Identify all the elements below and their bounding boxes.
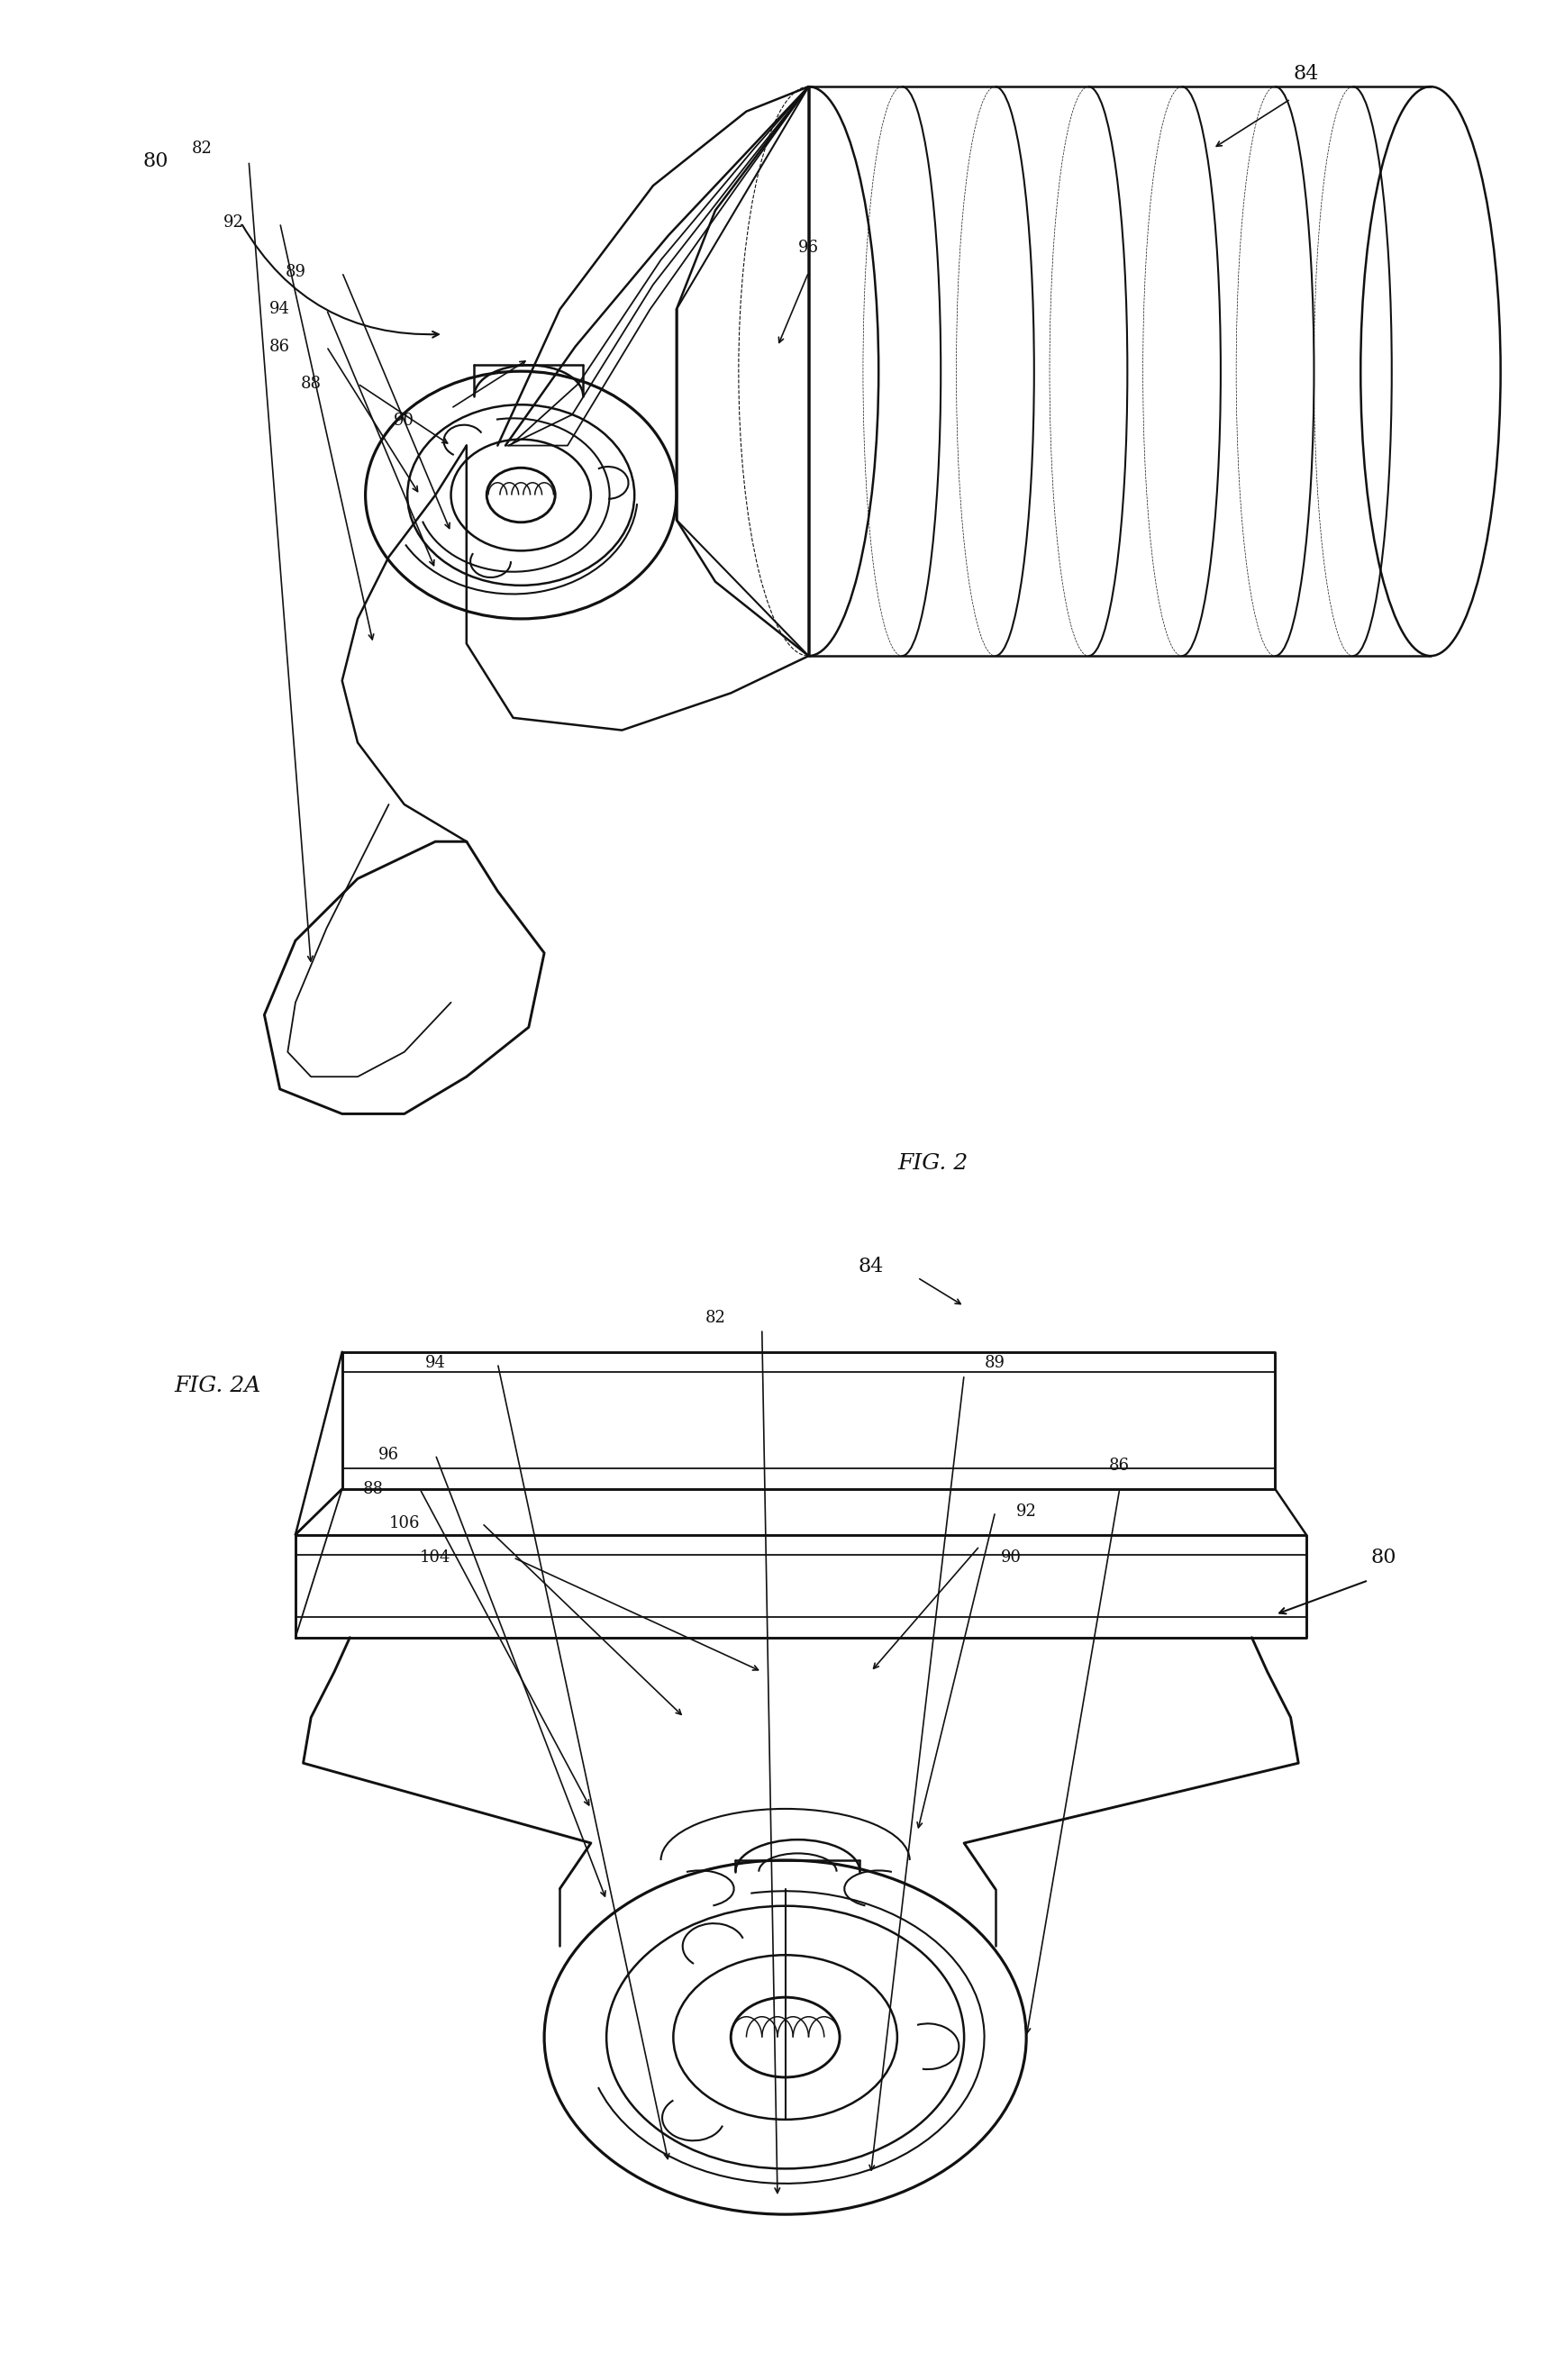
Text: 104: 104 (420, 1549, 451, 1566)
Text: 84: 84 (858, 1257, 883, 1276)
Text: 80: 80 (143, 150, 168, 171)
Text: 88: 88 (300, 376, 322, 393)
Text: 106: 106 (389, 1516, 420, 1530)
Text: 86: 86 (1109, 1459, 1130, 1473)
Text: FIG. 2A: FIG. 2A (174, 1376, 261, 1397)
Text: 82: 82 (704, 1309, 726, 1326)
Text: 92: 92 (222, 214, 244, 231)
Text: 96: 96 (798, 240, 819, 255)
Text: 94: 94 (269, 302, 291, 317)
Text: 86: 86 (269, 338, 291, 355)
Text: FIG. 2: FIG. 2 (897, 1152, 969, 1173)
Text: 88: 88 (362, 1480, 384, 1497)
Text: 96: 96 (378, 1447, 400, 1464)
Text: 90: 90 (1000, 1549, 1022, 1566)
Text: 89: 89 (285, 264, 306, 281)
Text: 89: 89 (984, 1354, 1006, 1371)
Text: 92: 92 (1015, 1504, 1037, 1521)
Text: 84: 84 (1294, 64, 1319, 83)
Text: 94: 94 (425, 1354, 446, 1371)
Text: 82: 82 (191, 140, 213, 157)
Text: 80: 80 (1372, 1547, 1396, 1568)
Text: 90: 90 (393, 412, 415, 428)
